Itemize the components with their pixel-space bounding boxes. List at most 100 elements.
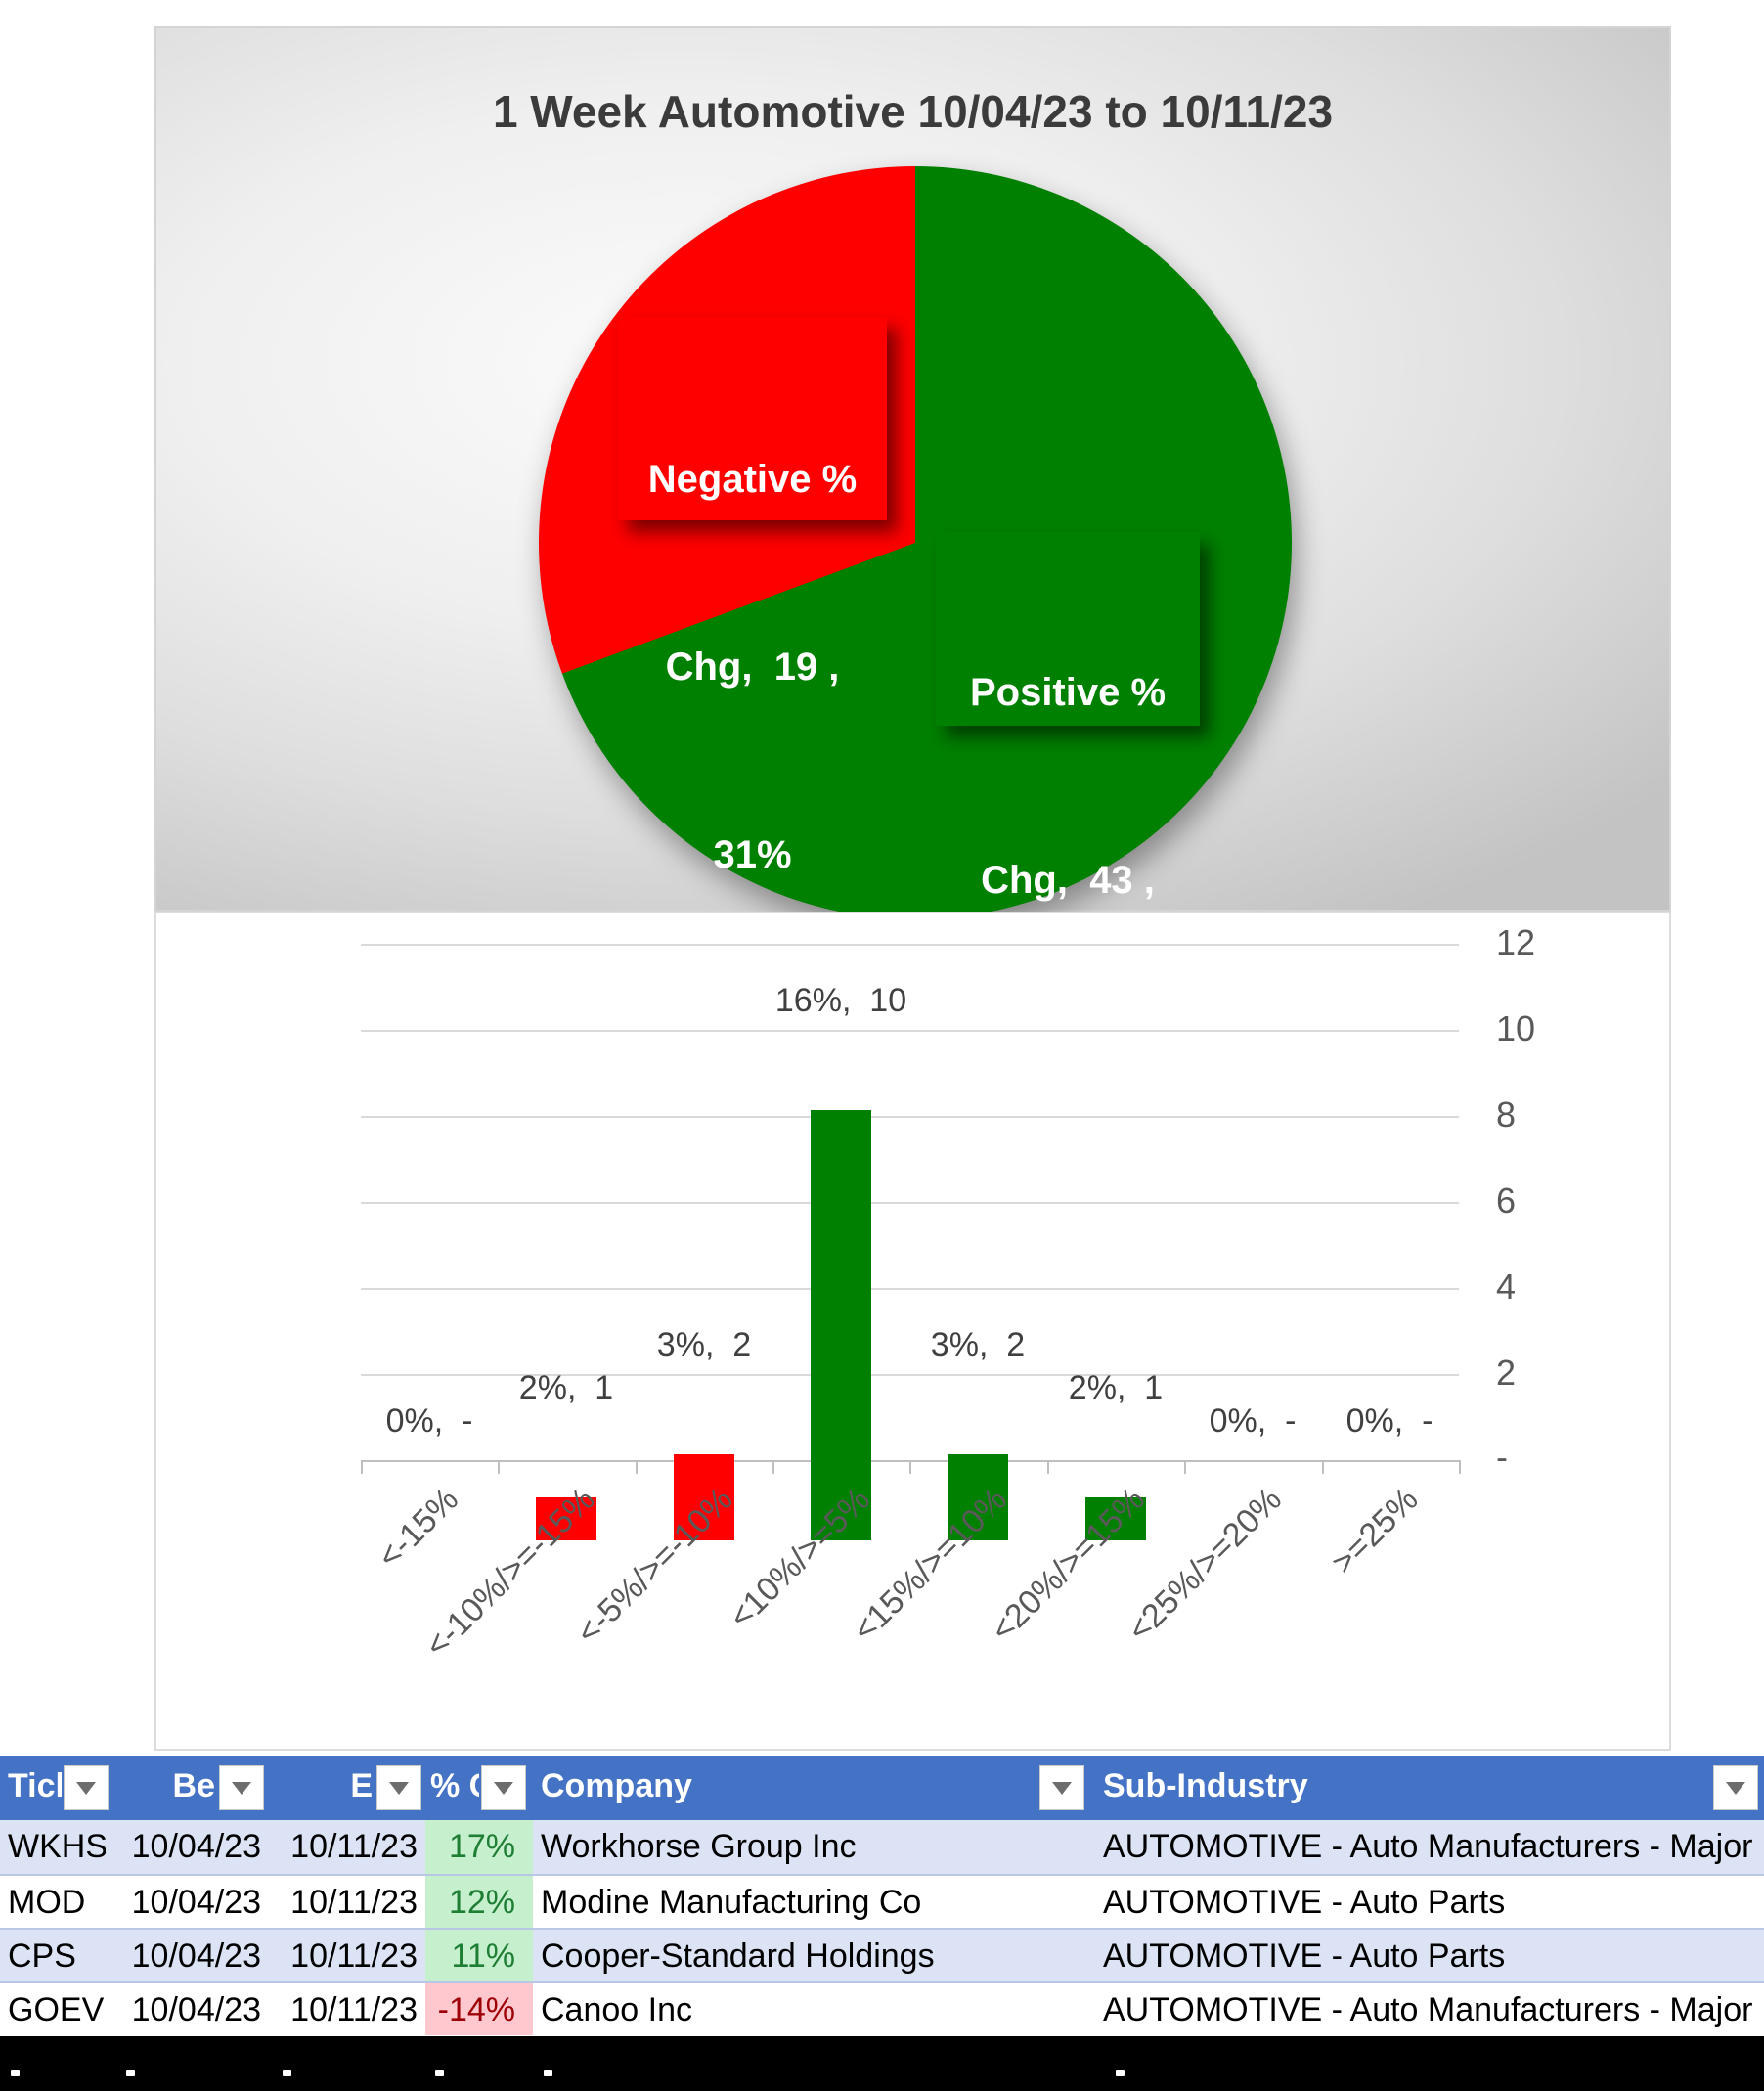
gridline-4 (361, 1288, 1459, 1290)
pie-label-negative-line3: 31% (713, 833, 792, 876)
filter-button-begin[interactable] (219, 1765, 264, 1810)
cell-ticker[interactable]: WKHS (8, 1828, 106, 1865)
header-ticker: Tick (8, 1767, 62, 1804)
filter-button-end[interactable] (376, 1765, 421, 1810)
bar-3[interactable] (674, 1454, 734, 1540)
header-begin: Be (172, 1767, 215, 1804)
cell-ticker[interactable]: GOEV (8, 1991, 105, 2028)
cell-company[interactable]: Workhorse Group Inc (541, 1828, 857, 1865)
x-axis-tick (909, 1460, 911, 1474)
x-axis-tick (1184, 1460, 1186, 1474)
header-company: Company (541, 1767, 692, 1804)
x-axis-tick (636, 1460, 638, 1474)
pie-label-positive-line2: Chg, 43 , (981, 859, 1155, 902)
pie-label-negative-line1: Negative % (647, 458, 858, 501)
table-row: 11% CPS 10/04/23 10/11/23 Cooper-Standar… (0, 1928, 1764, 1981)
table-row: 17% WKHS 10/04/23 10/11/23 Workhorse Gro… (0, 1820, 1764, 1874)
bar-chart-panel: 0%, - 2%, 1 3%, 2 16%, 10 3%, 2 2%, 1 0%… (154, 912, 1671, 1751)
filter-button-sub-industry[interactable] (1713, 1765, 1758, 1810)
chevron-down-icon (76, 1781, 96, 1795)
cell-sub-industry[interactable]: AUTOMOTIVE - Auto Parts (1103, 1884, 1506, 1921)
cell-begin[interactable]: 10/04/23 (131, 1884, 261, 1921)
cell-sub-industry[interactable]: AUTOMOTIVE - Auto Manufacturers - Major (1103, 1828, 1753, 1865)
bar-2[interactable] (536, 1497, 596, 1540)
pie-label-negative: Negative % Chg, 19 , 31% (618, 317, 887, 876)
y-axis-tick-label: 12 (1496, 922, 1536, 962)
y-axis-tick-label: 6 (1496, 1180, 1517, 1221)
cell-begin[interactable]: 10/04/23 (131, 1991, 261, 2028)
y-axis-tick-label: 10 (1496, 1008, 1536, 1048)
header-end: E (350, 1767, 373, 1804)
bar-value-label: 16%, 10 (774, 982, 907, 1019)
y-axis-tick-label: 8 (1496, 1094, 1517, 1134)
cell-sub-industry[interactable]: AUTOMOTIVE - Auto Parts (1103, 1937, 1506, 1975)
clipped-row-artifact (283, 2070, 291, 2076)
gridline-6 (361, 1202, 1459, 1204)
pie-label-positive: Positive % Chg, 43 , 69% (936, 532, 1200, 1090)
bar-value-label: 0%, - (385, 1402, 473, 1440)
y-axis-tick-label: 2 (1496, 1353, 1517, 1393)
clipped-row-artifact (11, 2070, 20, 2076)
pie-label-negative-line2: Chg, 19 , (665, 645, 840, 689)
chevron-down-icon (389, 1781, 409, 1795)
x-axis-label: <-15% (370, 1481, 465, 1577)
cell-end[interactable]: 10/11/23 (290, 1937, 418, 1975)
y-axis-tick-label: - (1496, 1437, 1508, 1477)
cell-end[interactable]: 10/11/23 (290, 1884, 418, 1921)
y-axis-tick-label: 4 (1496, 1267, 1517, 1307)
gridline-8 (361, 1116, 1459, 1118)
x-axis-label: >=25% (1324, 1481, 1426, 1582)
filter-button-ticker[interactable] (64, 1765, 109, 1810)
x-axis-tick (772, 1460, 774, 1474)
gridline-12 (361, 944, 1459, 946)
cell-ticker[interactable]: CPS (8, 1937, 76, 1975)
cell-company[interactable]: Cooper-Standard Holdings (541, 1937, 935, 1975)
gridline-10 (361, 1030, 1459, 1032)
cell-sub-industry[interactable]: AUTOMOTIVE - Auto Manufacturers - Major (1103, 1991, 1753, 2028)
clipped-row-artifact (544, 2070, 552, 2076)
clipped-row-artifact (1116, 2070, 1125, 2076)
bar-value-label: 2%, 1 (1068, 1369, 1164, 1406)
clipped-row-artifact (435, 2070, 444, 2076)
x-axis-tick (1047, 1460, 1049, 1474)
cell-end[interactable]: 10/11/23 (290, 1828, 418, 1865)
cell-pct-chg[interactable]: 12% (425, 1876, 533, 1928)
bar-value-label: 0%, - (1345, 1402, 1433, 1440)
filter-button-company[interactable] (1039, 1765, 1084, 1810)
clipped-row-artifact (126, 2070, 135, 2076)
chevron-down-icon (1726, 1781, 1745, 1795)
cell-pct-chg[interactable]: 11% (425, 1930, 533, 1981)
table-row: 12% MOD 10/04/23 10/11/23 Modine Manufac… (0, 1874, 1764, 1928)
filter-button-pct-chg[interactable] (481, 1765, 526, 1810)
cell-end[interactable]: 10/11/23 (290, 1991, 418, 2028)
table-row: -14% GOEV 10/04/23 10/11/23 Canoo Inc AU… (0, 1981, 1764, 2035)
x-axis-tick (1459, 1460, 1461, 1474)
bar-value-label: 3%, 2 (656, 1326, 752, 1363)
x-axis-tick (361, 1460, 363, 1474)
bar-value-label: 0%, - (1209, 1402, 1297, 1440)
bar-4[interactable] (811, 1110, 871, 1540)
chevron-down-icon (1052, 1781, 1072, 1795)
pie-chart-title: 1 Week Automotive 10/04/23 to 10/11/23 (492, 86, 1334, 137)
x-axis-tick (1322, 1460, 1324, 1474)
header-pct-chg: % C (430, 1767, 479, 1804)
cell-company[interactable]: Modine Manufacturing Co (541, 1884, 922, 1921)
bottom-strip (0, 2036, 1764, 2091)
bar-5[interactable] (948, 1454, 1008, 1540)
bar-6[interactable] (1085, 1497, 1146, 1540)
pie-label-positive-line1: Positive % (969, 671, 1167, 714)
cell-begin[interactable]: 10/04/23 (131, 1937, 261, 1975)
gridline-2 (361, 1374, 1459, 1376)
cell-pct-chg[interactable]: 17% (425, 1820, 533, 1874)
cell-company[interactable]: Canoo Inc (541, 1991, 692, 2028)
bar-value-label: 2%, 1 (518, 1369, 614, 1406)
chevron-down-icon (494, 1781, 513, 1795)
bar-value-label: 3%, 2 (930, 1326, 1026, 1363)
cell-ticker[interactable]: MOD (8, 1884, 86, 1921)
cell-pct-chg[interactable]: -14% (425, 1983, 533, 2035)
cell-begin[interactable]: 10/04/23 (131, 1828, 261, 1865)
header-sub-industry: Sub-Industry (1103, 1767, 1308, 1804)
x-axis-tick (498, 1460, 500, 1474)
pie-chart-panel: 1 Week Automotive 10/04/23 to 10/11/23 N… (154, 26, 1671, 1090)
